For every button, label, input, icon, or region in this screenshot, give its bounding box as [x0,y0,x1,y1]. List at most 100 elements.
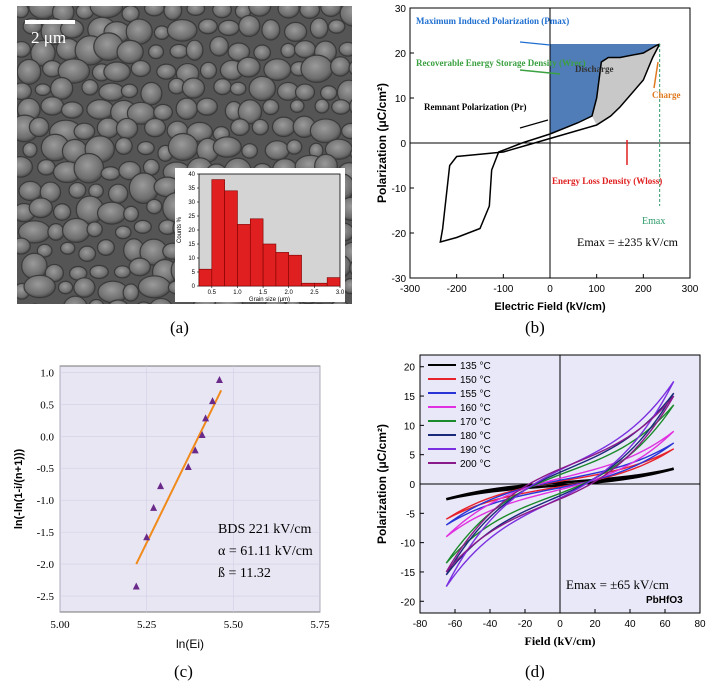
hysteresis-loop-series [445,395,675,573]
sem-grain [52,203,72,221]
sem-grain [248,75,277,102]
sem-grain [146,198,163,215]
sem-grain [186,6,206,16]
sem-grain [73,122,96,141]
inset-x-tick-label: 1.5 [259,290,268,296]
data-point [215,376,223,384]
sem-grain [140,81,163,106]
inset-x-tick-label: 2.5 [310,290,319,296]
sem-grain [283,21,308,43]
sem-grain [236,56,261,78]
data-point [157,482,165,490]
sem-grain [17,40,31,58]
histogram-bar [301,282,315,287]
annotation-charge: Charge [652,90,681,100]
sem-grain [88,298,105,304]
sem-grain [230,118,250,137]
sem-grain [166,18,198,42]
sem-grain [60,241,76,255]
x-tick-label: -300 [400,284,420,295]
sem-grain [212,136,242,158]
data-point [191,446,199,454]
histogram-bar [211,179,225,287]
sem-grain [212,6,233,19]
panel-a: 2 μm 0 5 10 15 20 25 30 35 40 0.5 1.0 1.5 2.0 2.5 3.0 G… [17,6,352,304]
data-point [150,503,158,511]
sem-grain [63,295,88,304]
sem-grain [181,77,206,99]
sem-grain [349,98,352,114]
sem-grain [17,156,34,178]
x-tick-label: 40 [624,619,636,630]
grain-size-inset: 0 5 10 15 20 25 30 35 40 0.5 1.0 1.5 2.0 2.5 3.0 Grain … [175,168,345,303]
y-tick-label: -0.5 [37,463,55,475]
data-point [209,397,217,405]
sem-grain [128,257,151,277]
sem-grain [169,43,189,59]
panel-label-c: (c) [174,662,193,681]
y-tick-label: 5 [409,451,415,462]
sem-grain [163,6,183,21]
annotation-energy-loss: Energy Loss Density (Wloss) [552,176,662,186]
x-tick-label: -80 [413,619,428,630]
sem-grain [89,264,109,280]
histogram-bar [275,252,290,287]
sem-grain [100,166,121,181]
histogram-bar [326,277,341,287]
sem-grain [17,82,32,101]
sem-grain [238,14,261,38]
data-point [184,462,192,470]
sem-grain [289,99,305,113]
x-tick-label: -20 [518,619,533,630]
sem-grain [96,117,120,139]
sem-grain [349,260,352,276]
scale-bar [25,20,75,24]
histogram-bar [198,268,213,287]
sem-grain [261,19,281,41]
x-tick-label: 20 [589,619,601,630]
sem-grain [349,149,352,159]
sem-grain [144,117,167,138]
fit-note: BDS 221 kV/cm [218,522,311,537]
sem-grain [37,159,56,176]
y-tick-label: -1.0 [37,495,55,507]
sem-grain [309,17,329,39]
data-point [198,431,206,439]
y-tick-label: -20 [401,597,416,608]
sem-grain [34,83,52,97]
sem-grain [341,122,352,140]
y-axis-label: Polarization (μC/cm²) [375,83,389,203]
sem-grain [314,98,330,114]
y-tick-label: 15 [404,392,416,403]
x-tick-label: 5.75 [310,619,330,631]
sem-grain [136,301,151,304]
legend-entry: 160 °C [460,403,491,414]
panel-label-a: (a) [170,318,189,337]
inset-y-tick-label: 40 [188,172,195,178]
sem-grain [229,81,247,96]
annotation-remnant: Remnant Polarization (Pr) [424,102,526,112]
y-tick-label: 0.5 [40,399,54,411]
sem-grain [253,44,272,61]
y-tick-label: 20 [395,49,407,60]
sem-grain [86,99,115,120]
sem-grain [123,205,140,223]
material-label: PbHfO3 [646,595,683,606]
inset-x-tick-label: 3.0 [336,290,345,296]
sem-grain [47,223,65,241]
x-tick-label: -100 [493,284,513,295]
panel-label-b: (b) [525,318,545,337]
sem-grain [28,116,50,138]
sem-grain [280,42,296,59]
panel-c: 5.00 5.25 5.50 5.75 -2.5 -2.0 -1.5 -1.0 -0.5 0.0 0… [0,350,352,660]
sem-grain [324,138,352,160]
arrow-charge [653,61,659,89]
x-tick-label: 60 [659,619,671,630]
sem-grain [299,6,321,19]
x-axis-label: Field (kV/cm) [525,634,596,648]
annotation-recoverable: Recoverable Energy Storage Density (Wrec… [416,58,586,68]
y-tick-label: 10 [395,94,407,105]
sem-grain [330,56,351,77]
annotation-max-polarization: Maximum Induced Polarization (Pmax) [416,16,569,26]
sem-grain [241,143,259,159]
